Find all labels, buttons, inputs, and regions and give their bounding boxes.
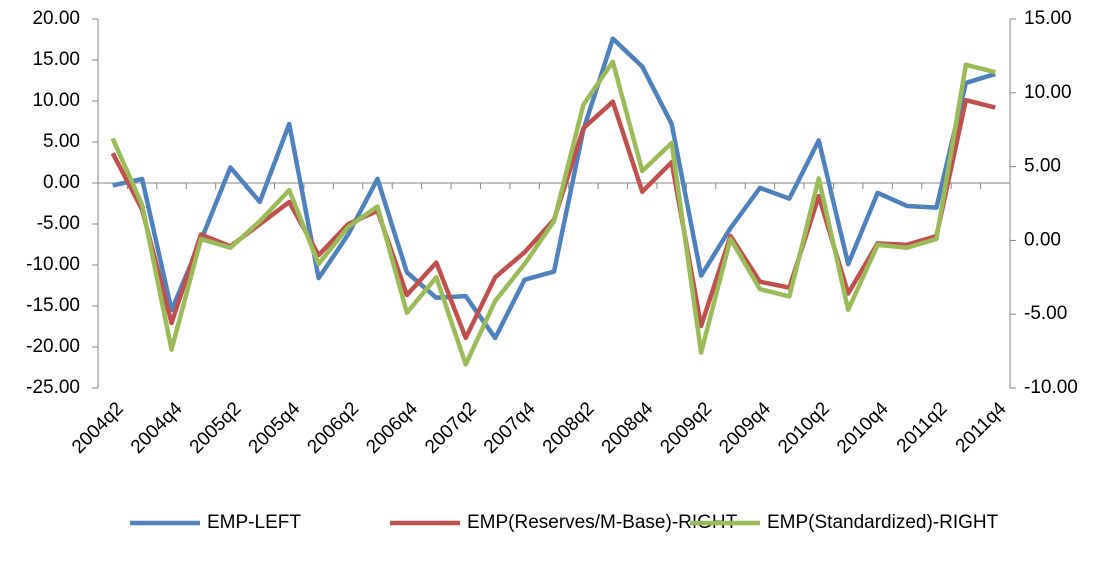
x-tick-label: 2009q2: [656, 398, 716, 458]
y-tick-label: 5.00: [43, 131, 80, 152]
y-tick-label: -20.00: [26, 336, 80, 357]
y-tick-label: -15.00: [26, 295, 80, 316]
y-tick-label: 20.00: [32, 8, 80, 29]
y2-tick-label: -5.00: [1024, 303, 1067, 324]
x-tick-label: 2005q2: [186, 398, 246, 458]
y2-tick-label: 0.00: [1024, 229, 1061, 250]
x-tick-label: 2010q4: [833, 398, 893, 458]
y-tick-label: -25.00: [26, 377, 80, 398]
x-tick-label: 2006q2: [303, 398, 363, 458]
x-tick-label: 2008q4: [598, 398, 658, 458]
y2-tick-label: -10.00: [1024, 377, 1078, 398]
x-tick-label: 2007q2: [421, 398, 481, 458]
y-tick-label: 15.00: [32, 49, 80, 70]
x-tick-label: 2006q4: [362, 398, 422, 458]
y2-tick-label: 5.00: [1024, 156, 1061, 177]
y-tick-label: 10.00: [32, 90, 80, 111]
x-tick-label: 2007q4: [480, 398, 540, 458]
x-tick-label: 2004q2: [68, 398, 128, 458]
x-tick-label: 2008q2: [539, 398, 599, 458]
y2-tick-label: 15.00: [1024, 8, 1072, 29]
legend-label: EMP-LEFT: [207, 512, 301, 533]
x-tick-label: 2009q4: [715, 398, 775, 458]
y-tick-label: 0.00: [43, 172, 80, 193]
series-line: [110, 59, 996, 367]
y-tick-label: -10.00: [26, 254, 80, 275]
x-tick-label: 2005q4: [245, 398, 305, 458]
x-tick-label: 2011q4: [952, 398, 1011, 457]
legend-label: EMP(Reserves/M-Base)-RIGHT: [467, 512, 738, 533]
x-tick-label: 2010q2: [774, 398, 834, 458]
x-tick-label: 2011q2: [893, 398, 952, 457]
y-tick-label: -5.00: [37, 213, 80, 234]
legend-label: EMP(Standardized)-RIGHT: [767, 512, 999, 533]
x-tick-label: 2004q4: [127, 398, 187, 458]
series-line: [112, 36, 996, 341]
y2-tick-label: 10.00: [1024, 82, 1072, 103]
